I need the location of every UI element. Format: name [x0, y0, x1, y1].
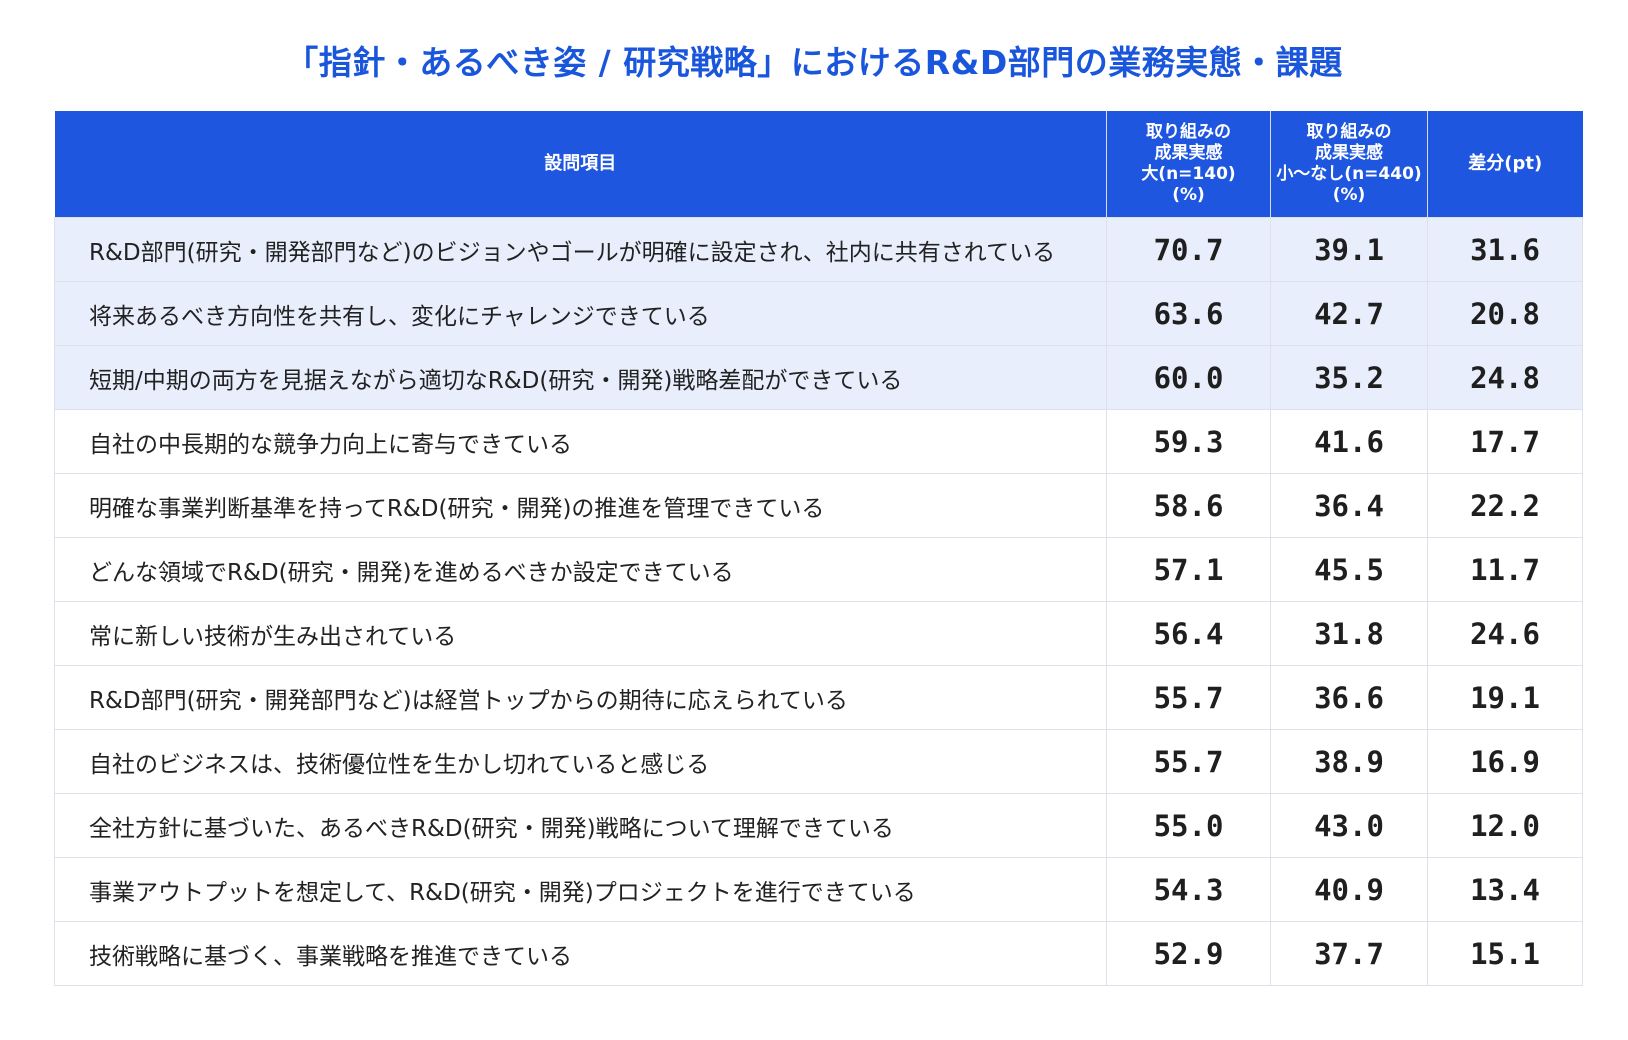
- table-row: 自社の中長期的な競争力向上に寄与できている 59.3 41.6 17.7: [54, 409, 1583, 474]
- column-header-large-effect: 取り組みの 成果実感 大(n=140) (%): [1106, 111, 1271, 218]
- row-item-label: R&D部門(研究・開発部門など)のビジョンやゴールが明確に設定され、社内に共有さ…: [54, 217, 1107, 282]
- row-item-label: 事業アウトプットを想定して、R&D(研究・開発)プロジェクトを進行できている: [54, 857, 1107, 922]
- table-row: 技術戦略に基づく、事業戦略を推進できている 52.9 37.7 15.1: [54, 921, 1583, 986]
- chart-title: 「指針・あるべき姿 / 研究戦略」におけるR&D部門の業務実態・課題: [285, 43, 1343, 82]
- row-value-small-effect: 42.7: [1270, 281, 1428, 346]
- row-value-difference: 19.1: [1427, 665, 1583, 730]
- row-value-small-effect: 43.0: [1270, 793, 1428, 858]
- row-value-difference: 12.0: [1427, 793, 1583, 858]
- row-value-large-effect: 55.7: [1106, 665, 1271, 730]
- row-item-label: 将来あるべき方向性を共有し、変化にチャレンジできている: [54, 281, 1107, 346]
- row-value-difference: 22.2: [1427, 473, 1583, 538]
- row-value-difference: 20.8: [1427, 281, 1583, 346]
- column-header-small-effect: 取り組みの 成果実感 小～なし(n=440) (%): [1270, 111, 1428, 218]
- table-row: R&D部門(研究・開発部門など)のビジョンやゴールが明確に設定され、社内に共有さ…: [54, 217, 1583, 282]
- table-row: 全社方針に基づいた、あるべきR&D(研究・開発)戦略について理解できている 55.…: [54, 793, 1583, 858]
- row-value-small-effect: 36.4: [1270, 473, 1428, 538]
- table-row: R&D部門(研究・開発部門など)は経営トップからの期待に応えられている 55.7 3…: [54, 665, 1583, 730]
- row-value-small-effect: 36.6: [1270, 665, 1428, 730]
- row-item-label: 短期/中期の両方を見据えながら適切なR&D(研究・開発)戦略差配ができている: [54, 345, 1107, 410]
- row-value-small-effect: 40.9: [1270, 857, 1428, 922]
- table-row: 明確な事業判断基準を持ってR&D(研究・開発)の推進を管理できている 58.6 36…: [54, 473, 1583, 538]
- table-header-row: 設問項目 取り組みの 成果実感 大(n=140) (%) 取り組みの 成果実感 …: [54, 111, 1583, 218]
- row-item-label: 自社のビジネスは、技術優位性を生かし切れていると感じる: [54, 729, 1107, 794]
- row-value-small-effect: 35.2: [1270, 345, 1428, 410]
- row-value-large-effect: 58.6: [1106, 473, 1271, 538]
- column-header-difference: 差分(pt): [1427, 111, 1583, 218]
- table-body: R&D部門(研究・開発部門など)のビジョンやゴールが明確に設定され、社内に共有さ…: [54, 217, 1583, 986]
- row-item-label: 技術戦略に基づく、事業戦略を推進できている: [54, 921, 1107, 986]
- row-item-label: 全社方針に基づいた、あるべきR&D(研究・開発)戦略について理解できている: [54, 793, 1107, 858]
- row-value-large-effect: 52.9: [1106, 921, 1271, 986]
- row-item-label: 明確な事業判断基準を持ってR&D(研究・開発)の推進を管理できている: [54, 473, 1107, 538]
- table-row: 事業アウトプットを想定して、R&D(研究・開発)プロジェクトを進行できている 54…: [54, 857, 1583, 922]
- row-value-small-effect: 41.6: [1270, 409, 1428, 474]
- row-value-difference: 17.7: [1427, 409, 1583, 474]
- table-row: 短期/中期の両方を見据えながら適切なR&D(研究・開発)戦略差配ができている 60…: [54, 345, 1583, 410]
- row-value-small-effect: 37.7: [1270, 921, 1428, 986]
- row-value-difference: 15.1: [1427, 921, 1583, 986]
- table-row: どんな領域でR&D(研究・開発)を進めるべきか設定できている 57.1 45.5 11…: [54, 537, 1583, 602]
- row-value-small-effect: 39.1: [1270, 217, 1428, 282]
- row-value-large-effect: 70.7: [1106, 217, 1271, 282]
- row-value-difference: 16.9: [1427, 729, 1583, 794]
- row-value-large-effect: 60.0: [1106, 345, 1271, 410]
- column-header-item: 設問項目: [54, 111, 1107, 218]
- row-value-large-effect: 59.3: [1106, 409, 1271, 474]
- table-row: 自社のビジネスは、技術優位性を生かし切れていると感じる 55.7 38.9 16.9: [54, 729, 1583, 794]
- row-value-small-effect: 31.8: [1270, 601, 1428, 666]
- row-value-large-effect: 55.0: [1106, 793, 1271, 858]
- row-item-label: 常に新しい技術が生み出されている: [54, 601, 1107, 666]
- table-row: 常に新しい技術が生み出されている 56.4 31.8 24.6: [54, 601, 1583, 666]
- table-row: 将来あるべき方向性を共有し、変化にチャレンジできている 63.6 42.7 20.8: [54, 281, 1583, 346]
- row-value-small-effect: 38.9: [1270, 729, 1428, 794]
- row-item-label: どんな領域でR&D(研究・開発)を進めるべきか設定できている: [54, 537, 1107, 602]
- row-value-difference: 24.6: [1427, 601, 1583, 666]
- row-value-small-effect: 45.5: [1270, 537, 1428, 602]
- row-value-large-effect: 63.6: [1106, 281, 1271, 346]
- row-value-large-effect: 54.3: [1106, 857, 1271, 922]
- row-value-large-effect: 55.7: [1106, 729, 1271, 794]
- row-item-label: R&D部門(研究・開発部門など)は経営トップからの期待に応えられている: [54, 665, 1107, 730]
- row-item-label: 自社の中長期的な競争力向上に寄与できている: [54, 409, 1107, 474]
- row-value-difference: 24.8: [1427, 345, 1583, 410]
- row-value-difference: 31.6: [1427, 217, 1583, 282]
- row-value-large-effect: 56.4: [1106, 601, 1271, 666]
- survey-table: 設問項目 取り組みの 成果実感 大(n=140) (%) 取り組みの 成果実感 …: [54, 111, 1583, 986]
- row-value-large-effect: 57.1: [1106, 537, 1271, 602]
- row-value-difference: 13.4: [1427, 857, 1583, 922]
- row-value-difference: 11.7: [1427, 537, 1583, 602]
